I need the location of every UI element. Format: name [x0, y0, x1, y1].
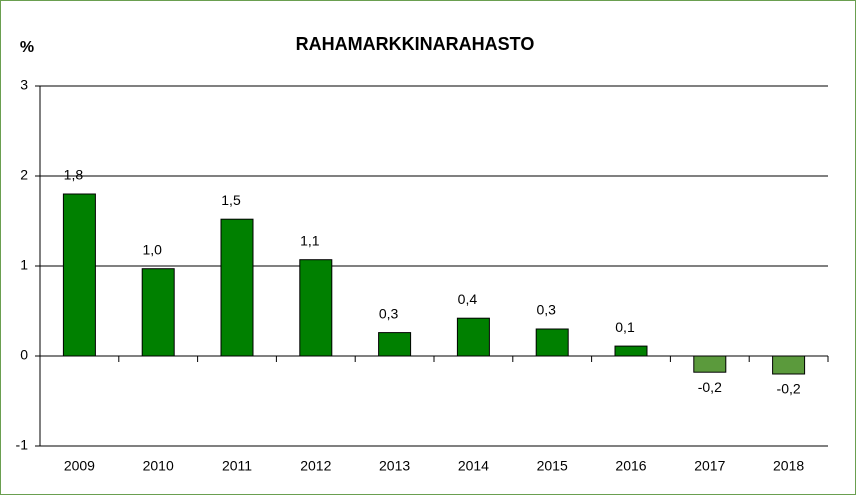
y-tick-label: 2 [20, 167, 28, 183]
bar [614, 345, 648, 357]
y-tick-label: 0 [20, 347, 28, 363]
value-label: 0,4 [458, 291, 478, 307]
x-tick-label: 2010 [143, 458, 174, 474]
x-tick-label: 2016 [615, 458, 646, 474]
x-tick-label: 2011 [222, 458, 252, 474]
value-label: -0,2 [777, 381, 801, 397]
chart-title: RAHAMARKKINARAHASTO [296, 34, 535, 54]
y-tick-label: 3 [20, 77, 28, 93]
bar [141, 268, 175, 357]
x-tick-label: 2015 [537, 458, 568, 474]
value-label: 1,8 [64, 167, 84, 183]
value-label: 1,1 [300, 232, 320, 248]
value-label: 0,3 [536, 302, 556, 318]
value-label: -0,2 [698, 379, 722, 395]
y-axis-label: % [20, 39, 34, 56]
bar [693, 355, 727, 373]
y-tick-label: -1 [16, 437, 29, 453]
x-tick-label: 2012 [300, 458, 331, 474]
y-tick-label: 1 [20, 257, 28, 273]
value-label: 0,3 [379, 305, 399, 321]
bar [535, 328, 569, 357]
x-tick-label: 2009 [64, 458, 95, 474]
bar [772, 355, 806, 375]
value-label: 0,1 [615, 319, 635, 335]
bar [62, 193, 96, 357]
bar [299, 259, 333, 357]
bar [378, 332, 412, 357]
x-tick-label: 2018 [773, 458, 804, 474]
bar [456, 317, 490, 357]
x-tick-label: 2017 [694, 458, 725, 474]
x-tick-label: 2013 [379, 458, 410, 474]
bar [220, 218, 254, 357]
value-label: 1,5 [221, 192, 241, 208]
x-tick-label: 2014 [458, 458, 489, 474]
value-label: 1,0 [142, 241, 162, 257]
